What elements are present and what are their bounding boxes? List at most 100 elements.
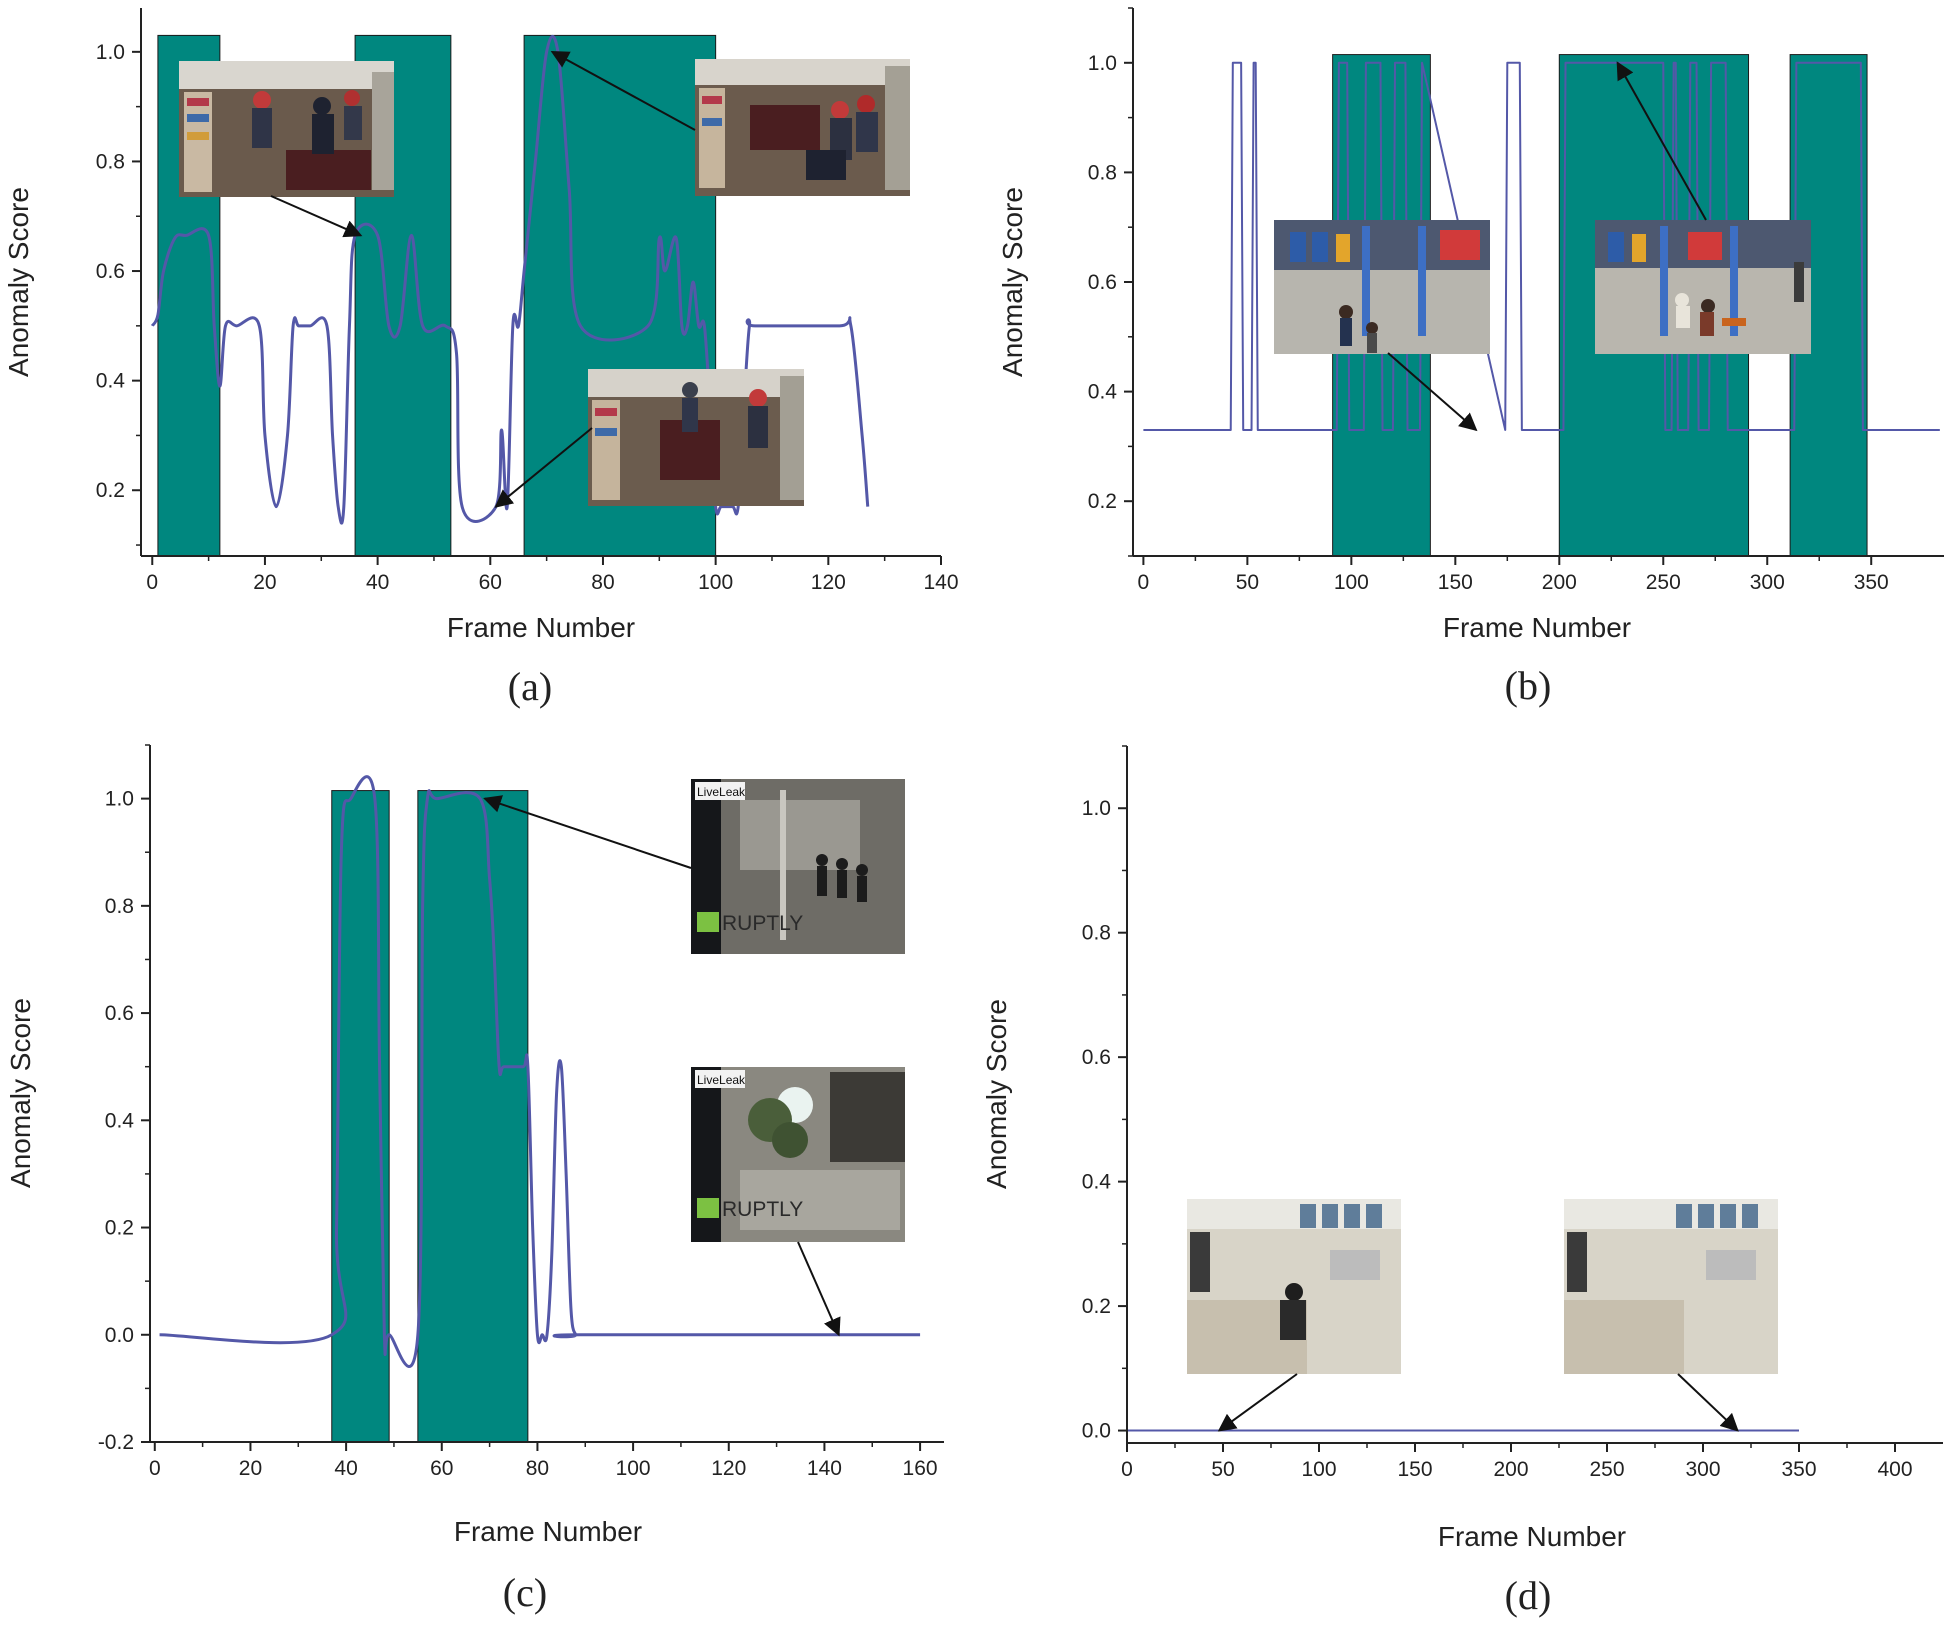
axis-title-x-b: Frame Number — [1443, 612, 1631, 643]
arrow-thumbnail-street-normal — [797, 1241, 841, 1337]
panel-caption-a: (a) — [508, 664, 552, 709]
thumbnail-street-normal: LiveLeak RUPTLY — [691, 1067, 905, 1242]
arrows-a — [270, 50, 696, 508]
x-tick-label-d-0: 0 — [1121, 1458, 1133, 1481]
arrow-thumbnail-store-normal — [494, 427, 593, 508]
y-tick-label-b-2: 0.6 — [1088, 271, 1117, 294]
y-tick-label-c-2: 0.2 — [105, 1217, 134, 1240]
y-tick-label-c-0: -0.2 — [98, 1431, 134, 1454]
series-line-c — [159, 775, 921, 1368]
axes-b: 0 50 100 150 200 250 300 350 0.2 0.4 0.6 0.8 1.0 — [1088, 7, 1944, 594]
y-tick-label-b-3: 0.8 — [1088, 161, 1117, 184]
logo-ruptly-1: RUPTLY — [722, 912, 803, 935]
x-tick-label-c-6: 120 — [711, 1457, 746, 1480]
arrow-thumbnail-office-normal-2 — [1677, 1373, 1739, 1432]
x-tick-label-b-3: 150 — [1438, 571, 1473, 594]
axes-c: 0 20 40 60 80 100 120 140 160 -0.2 0.0 0.2 0.4 0.6 0.8… — [98, 744, 944, 1480]
x-tick-label-c-5: 100 — [616, 1457, 651, 1480]
thumbnail-garage-fight — [1595, 220, 1811, 354]
y-tick-label-c-1: 0.0 — [105, 1324, 134, 1347]
panel-d: 0 50 100 150 200 250 300 350 400 0.0 0.2 0.4 0.6 0.8 1… — [981, 745, 1943, 1618]
x-tick-label-b-0: 0 — [1138, 571, 1150, 594]
y-tick-label-d-0: 0.0 — [1082, 1420, 1111, 1443]
logo-ruptly-2: RUPTLY — [722, 1198, 803, 1221]
x-tick-label-a-1: 20 — [253, 571, 276, 594]
x-tick-label-d-8: 400 — [1877, 1458, 1912, 1481]
x-tick-label-b-5: 250 — [1646, 571, 1681, 594]
y-tick-label-b-4: 1.0 — [1088, 52, 1117, 75]
x-tick-label-a-2: 40 — [366, 571, 389, 594]
panel-c: 0 20 40 60 80 100 120 140 160 -0.2 0.0 0.2 0.4 0.6 0.8… — [5, 744, 944, 1615]
series-line-b — [1143, 61, 1940, 431]
x-tick-label-d-7: 350 — [1781, 1458, 1816, 1481]
y-tick-label-c-4: 0.6 — [105, 1002, 134, 1025]
x-tick-label-d-4: 200 — [1493, 1458, 1528, 1481]
x-tick-label-a-7: 140 — [923, 571, 958, 594]
y-tick-label-c-5: 0.8 — [105, 895, 134, 918]
y-tick-label-d-1: 0.2 — [1082, 1295, 1111, 1318]
axis-title-x-c: Frame Number — [454, 1516, 642, 1547]
thumbnail-store-normal — [588, 369, 804, 506]
thumbnail-street-fight: LiveLeak RUPTLY — [691, 779, 905, 954]
axes-d: 0 50 100 150 200 250 300 350 400 0.0 0.2 0.4 0.6 0.8 1… — [1082, 745, 1943, 1481]
panel-caption-c: (c) — [503, 1570, 547, 1615]
curve-b — [1143, 61, 1940, 431]
y-tick-label-c-6: 1.0 — [105, 788, 134, 811]
highlight-region-c-2 — [417, 790, 529, 1443]
arrow-thumbnail-store-scuffle — [270, 195, 363, 238]
x-tick-label-d-1: 50 — [1211, 1458, 1234, 1481]
axis-title-y-b: Anomaly Score — [997, 187, 1028, 377]
x-tick-label-a-3: 60 — [479, 571, 502, 594]
y-tick-label-c-3: 0.4 — [105, 1109, 135, 1132]
highlight-regions-c — [331, 790, 529, 1443]
x-tick-label-c-8: 160 — [903, 1457, 938, 1480]
thumbnail-office-normal-1 — [1187, 1199, 1401, 1374]
x-tick-label-c-4: 80 — [526, 1457, 549, 1480]
axis-title-x-a: Frame Number — [447, 612, 635, 643]
axis-title-y-a: Anomaly Score — [3, 187, 34, 377]
panel-b: 0 50 100 150 200 250 300 350 0.2 0.4 0.6 0.8 1.0 — [997, 7, 1944, 708]
y-tick-label-a-0: 0.2 — [96, 479, 125, 502]
x-tick-label-b-6: 300 — [1750, 571, 1785, 594]
arrows-c — [483, 795, 841, 1337]
y-tick-label-a-4: 1.0 — [96, 41, 125, 64]
axis-title-y-c: Anomaly Score — [5, 998, 36, 1188]
logo-liveleak-2: LiveLeak — [697, 1073, 746, 1087]
thumbnail-store-fight-peak — [695, 59, 910, 196]
x-tick-label-d-5: 250 — [1589, 1458, 1624, 1481]
x-tick-label-a-6: 120 — [811, 571, 846, 594]
x-tick-label-c-1: 20 — [239, 1457, 262, 1480]
curve-c — [159, 775, 921, 1368]
x-tick-label-b-4: 200 — [1542, 571, 1577, 594]
y-tick-label-d-5: 1.0 — [1082, 797, 1111, 820]
panel-a: 0 20 40 60 80 100 120 140 0.2 0.4 0.6 0.8 1.0 — [3, 8, 959, 709]
x-tick-label-c-7: 140 — [807, 1457, 842, 1480]
axis-title-x-d: Frame Number — [1438, 1521, 1626, 1552]
panel-caption-b: (b) — [1505, 663, 1552, 708]
y-tick-label-d-2: 0.4 — [1082, 1171, 1112, 1194]
thumbnail-store-scuffle — [179, 61, 394, 197]
x-tick-label-b-7: 350 — [1854, 571, 1889, 594]
x-tick-label-a-0: 0 — [146, 571, 158, 594]
x-tick-label-d-3: 150 — [1397, 1458, 1432, 1481]
y-tick-label-b-0: 0.2 — [1088, 490, 1117, 513]
arrows-b — [1387, 61, 1707, 432]
y-tick-label-a-1: 0.4 — [96, 370, 126, 393]
arrow-thumbnail-garage-normal — [1387, 352, 1478, 432]
axis-title-y-d: Anomaly Score — [981, 999, 1012, 1189]
x-tick-label-a-4: 80 — [591, 571, 614, 594]
panel-caption-d: (d) — [1505, 1573, 1552, 1618]
x-tick-label-d-6: 300 — [1685, 1458, 1720, 1481]
x-tick-label-c-3: 60 — [430, 1457, 453, 1480]
logo-liveleak-1: LiveLeak — [697, 785, 746, 799]
arrows-d — [1217, 1373, 1739, 1432]
axes-a: 0 20 40 60 80 100 120 140 0.2 0.4 0.6 0.8 1.0 — [96, 8, 959, 594]
y-tick-label-a-3: 0.8 — [96, 150, 125, 173]
thumbnail-garage-normal — [1274, 220, 1490, 354]
y-tick-label-a-2: 0.6 — [96, 260, 125, 283]
arrow-thumbnail-street-fight — [483, 795, 692, 869]
arrow-thumbnail-garage-fight — [1616, 61, 1707, 221]
x-tick-label-c-0: 0 — [149, 1457, 161, 1480]
x-tick-label-c-2: 40 — [334, 1457, 357, 1480]
